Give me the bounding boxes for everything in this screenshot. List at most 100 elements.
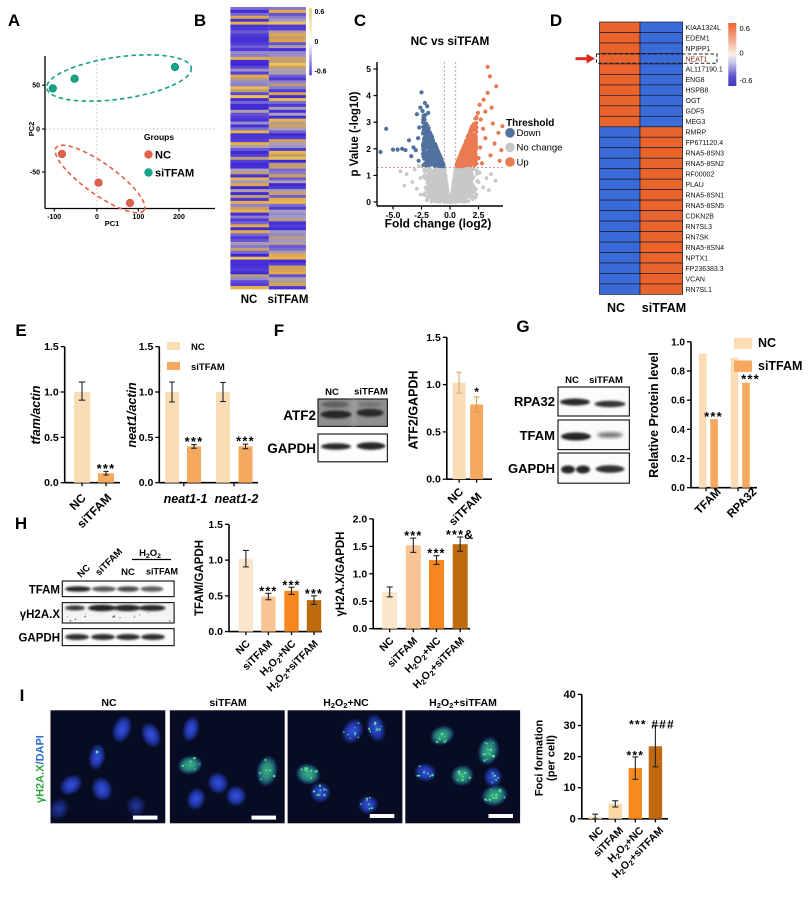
svg-text:NC: NC — [101, 697, 117, 709]
svg-text:1.0: 1.0 — [671, 337, 685, 348]
svg-text:40: 40 — [564, 689, 576, 701]
svg-text:GAPDH: GAPDH — [18, 633, 60, 645]
svg-text:***: *** — [626, 748, 644, 762]
svg-text:H2​O2​+NC: H2​O2​+NC — [323, 697, 369, 710]
svg-text:ENG8: ENG8 — [686, 77, 705, 84]
svg-text:-100: -100 — [47, 214, 61, 221]
svg-text:*** ###: *** ### — [629, 717, 675, 731]
svg-text:***: *** — [282, 578, 300, 592]
svg-text:NC vs siTFAM: NC vs siTFAM — [411, 34, 490, 48]
svg-text:RNA5-8SN2: RNA5-8SN2 — [686, 161, 725, 168]
svg-text:RNA5-8SN5: RNA5-8SN5 — [686, 203, 725, 210]
svg-text:RMRP: RMRP — [686, 130, 707, 137]
svg-text:siTFAM: siTFAM — [146, 567, 178, 577]
svg-text:siTFAM: siTFAM — [758, 359, 802, 373]
svg-text:KIAA1324L: KIAA1324L — [686, 25, 722, 32]
svg-text:0: 0 — [315, 39, 319, 46]
svg-text:GAPDH: GAPDH — [508, 461, 555, 476]
svg-text:H2​O2​: H2​O2​ — [139, 548, 161, 560]
svg-text:***: *** — [404, 529, 422, 543]
svg-text:0: 0 — [36, 127, 40, 134]
svg-text:C: C — [354, 11, 366, 30]
svg-text:***: *** — [236, 434, 255, 449]
svg-text:I: I — [20, 686, 25, 705]
svg-text:1.5: 1.5 — [208, 519, 223, 531]
svg-text:NC: NC — [241, 294, 258, 306]
svg-text:PLAU: PLAU — [686, 182, 704, 189]
svg-text:***: *** — [97, 461, 116, 476]
svg-text:HSPB8: HSPB8 — [686, 88, 709, 95]
svg-text:CDKN2B: CDKN2B — [686, 213, 715, 220]
svg-text:5: 5 — [366, 64, 371, 74]
svg-text:0.6: 0.6 — [315, 9, 325, 16]
svg-text:0.0: 0.0 — [353, 623, 368, 635]
svg-text:γH2A.X/DAPI: γH2A.X/DAPI — [35, 735, 47, 803]
svg-text:0.4: 0.4 — [671, 425, 685, 436]
svg-text:2.0: 2.0 — [353, 513, 368, 525]
svg-text:0.0: 0.0 — [426, 474, 441, 486]
svg-text:siTFAM: siTFAM — [268, 294, 309, 306]
svg-text:G: G — [516, 317, 529, 336]
svg-text:γH2A.X: γH2A.X — [20, 609, 61, 621]
svg-text:20: 20 — [564, 751, 576, 763]
svg-text:siTFAM: siTFAM — [209, 697, 247, 709]
svg-text:0.0: 0.0 — [444, 210, 456, 220]
svg-text:siTFAM: siTFAM — [589, 375, 623, 386]
svg-text:Threshold: Threshold — [506, 118, 554, 129]
svg-text:No change: No change — [517, 143, 563, 154]
svg-text:NC: NC — [607, 301, 625, 315]
svg-text:100: 100 — [133, 214, 145, 221]
svg-text:0.0: 0.0 — [139, 477, 154, 489]
svg-text:TFAM/GAPDH: TFAM/GAPDH — [194, 540, 206, 616]
svg-text:ATF2: ATF2 — [283, 408, 316, 423]
svg-text:TFAM: TFAM — [520, 428, 555, 443]
svg-text:neat1/actin: neat1/actin — [125, 382, 139, 448]
svg-text:1.0: 1.0 — [139, 387, 154, 399]
svg-text:NPTX1: NPTX1 — [686, 255, 709, 262]
svg-text:*: * — [474, 385, 479, 399]
svg-text:-50: -50 — [30, 170, 40, 177]
svg-text:-2.5: -2.5 — [414, 210, 429, 220]
svg-text:NC: NC — [155, 150, 171, 162]
svg-text:siTFAM: siTFAM — [354, 387, 388, 398]
svg-text:***&: ***& — [446, 528, 474, 542]
svg-text:neat1-1: neat1-1 — [164, 492, 208, 506]
svg-text:Up: Up — [517, 157, 529, 168]
svg-text:NPIPP1: NPIPP1 — [686, 46, 711, 53]
svg-text:0.5: 0.5 — [353, 596, 368, 608]
svg-text:***: *** — [427, 547, 445, 561]
svg-text:siTFAM: siTFAM — [191, 362, 225, 373]
svg-text:NC: NC — [565, 375, 579, 386]
svg-text:tfam/actin: tfam/actin — [29, 385, 43, 444]
svg-text:0: 0 — [95, 214, 99, 221]
svg-text:A: A — [8, 11, 20, 30]
svg-text:FP671120.4: FP671120.4 — [686, 140, 724, 147]
svg-text:D: D — [550, 11, 562, 30]
svg-text:0: 0 — [366, 197, 371, 207]
svg-text:NC: NC — [191, 342, 205, 353]
svg-text:Foci formation: Foci formation — [534, 720, 546, 797]
svg-text:1.0: 1.0 — [44, 387, 59, 399]
svg-text:siTFAM: siTFAM — [642, 301, 686, 315]
svg-text:MEG3: MEG3 — [686, 119, 706, 126]
svg-text:p Value (-log10): p Value (-log10) — [349, 91, 361, 176]
svg-text:AL117190.1: AL117190.1 — [686, 67, 723, 74]
svg-text:1.5: 1.5 — [139, 341, 154, 353]
svg-text:Relative Protein level: Relative Protein level — [647, 352, 661, 478]
svg-text:EDEM1: EDEM1 — [686, 35, 710, 42]
svg-text:NC: NC — [121, 567, 135, 578]
svg-text:0: 0 — [570, 813, 576, 825]
svg-text:1.5: 1.5 — [426, 332, 441, 344]
svg-text:E: E — [15, 321, 26, 340]
svg-text:0.2: 0.2 — [671, 454, 685, 465]
svg-text:NEAT1: NEAT1 — [686, 56, 708, 63]
svg-text:Down: Down — [517, 128, 541, 139]
svg-text:RNA5-8SN1: RNA5-8SN1 — [686, 192, 725, 199]
svg-text:RNA5-8SN3: RNA5-8SN3 — [686, 151, 725, 158]
svg-text:0.0: 0.0 — [208, 626, 223, 638]
svg-text:ATF2/GAPDH: ATF2/GAPDH — [407, 371, 421, 450]
svg-text:4: 4 — [366, 91, 371, 101]
svg-text:***: *** — [741, 372, 760, 387]
svg-text:1: 1 — [366, 170, 371, 180]
svg-text:RN7SL3: RN7SL3 — [686, 224, 713, 231]
